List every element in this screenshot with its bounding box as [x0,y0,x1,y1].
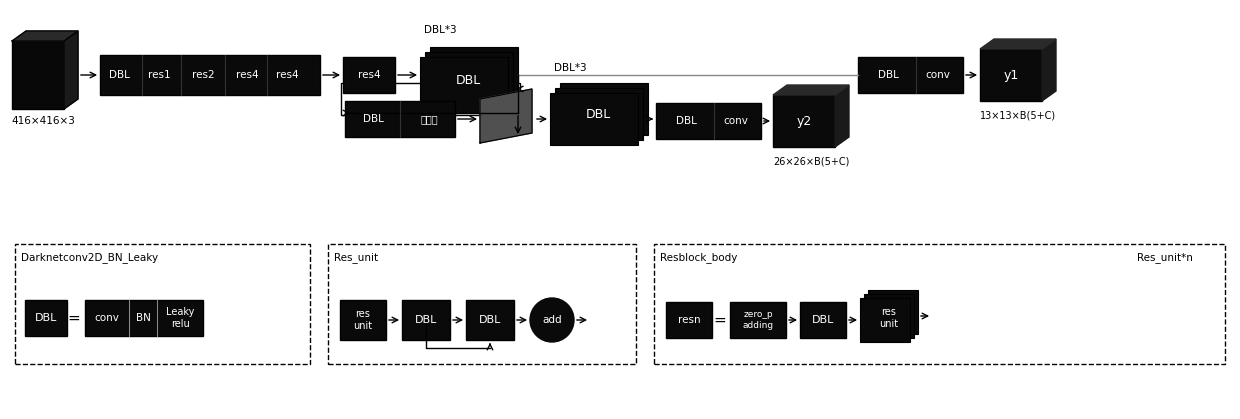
Text: Darknetconv2D_BN_Leaky: Darknetconv2D_BN_Leaky [21,252,159,263]
FancyBboxPatch shape [864,294,914,338]
Text: DBL: DBL [585,109,610,122]
Text: Res_unit: Res_unit [334,252,378,263]
Text: 13×13×B(5+C): 13×13×B(5+C) [980,110,1056,120]
Polygon shape [773,85,849,95]
FancyBboxPatch shape [730,302,786,338]
Text: 26×26×B(5+C): 26×26×B(5+C) [773,156,849,166]
Text: DBL*3: DBL*3 [554,63,587,73]
Text: DBL: DBL [35,313,57,323]
FancyBboxPatch shape [868,290,918,334]
Text: 上采样: 上采样 [420,114,438,124]
FancyBboxPatch shape [980,49,1042,101]
FancyBboxPatch shape [773,95,835,147]
FancyBboxPatch shape [425,52,513,108]
Text: conv: conv [724,116,749,126]
FancyBboxPatch shape [25,300,67,336]
Text: DBL: DBL [415,315,438,325]
Text: DBL: DBL [676,116,697,126]
Text: conv: conv [94,313,119,323]
Circle shape [529,298,574,342]
Text: Leaky
relu: Leaky relu [166,307,195,329]
FancyBboxPatch shape [86,300,129,336]
Text: 416×416×3: 416×416×3 [11,116,74,126]
Text: res
unit: res unit [879,307,899,329]
Text: DBL: DBL [362,114,383,124]
Text: conv: conv [925,70,950,80]
FancyBboxPatch shape [666,302,712,338]
Text: DBL: DBL [479,315,501,325]
FancyBboxPatch shape [345,101,455,137]
Text: zero_p
adding: zero_p adding [743,310,774,330]
Polygon shape [480,89,532,143]
FancyBboxPatch shape [858,57,963,93]
FancyBboxPatch shape [800,302,846,338]
Polygon shape [64,31,78,109]
FancyBboxPatch shape [560,83,649,135]
Text: Resblock_body: Resblock_body [660,252,738,263]
Text: DBL: DBL [109,70,130,80]
FancyBboxPatch shape [466,300,515,340]
Text: resn: resn [678,315,701,325]
Text: res4: res4 [236,70,259,80]
FancyBboxPatch shape [340,300,386,340]
Text: add: add [542,315,562,325]
FancyBboxPatch shape [129,300,157,336]
Text: res1: res1 [148,70,171,80]
Text: =: = [68,310,81,326]
Text: res2: res2 [192,70,215,80]
FancyBboxPatch shape [556,88,644,140]
Text: DBL: DBL [878,70,899,80]
Text: DBL*3: DBL*3 [424,25,456,35]
FancyBboxPatch shape [551,93,639,145]
Text: res
unit: res unit [353,309,372,331]
FancyBboxPatch shape [420,57,508,113]
FancyBboxPatch shape [100,55,320,95]
Text: =: = [714,313,727,328]
FancyBboxPatch shape [402,300,450,340]
Text: res4: res4 [357,70,381,80]
Text: y2: y2 [796,114,812,127]
Polygon shape [1042,39,1056,101]
Text: DBL: DBL [455,75,481,88]
Polygon shape [980,39,1056,49]
FancyBboxPatch shape [861,298,910,342]
Text: Res_unit*n: Res_unit*n [1137,252,1193,263]
Text: DBL: DBL [812,315,835,325]
Text: y1: y1 [1003,68,1018,82]
FancyBboxPatch shape [343,57,396,93]
FancyBboxPatch shape [157,300,203,336]
Polygon shape [835,85,849,147]
Text: res4: res4 [275,70,299,80]
FancyBboxPatch shape [656,103,761,139]
Text: BN: BN [135,313,150,323]
FancyBboxPatch shape [430,47,518,103]
FancyBboxPatch shape [12,41,64,109]
Polygon shape [12,31,78,41]
